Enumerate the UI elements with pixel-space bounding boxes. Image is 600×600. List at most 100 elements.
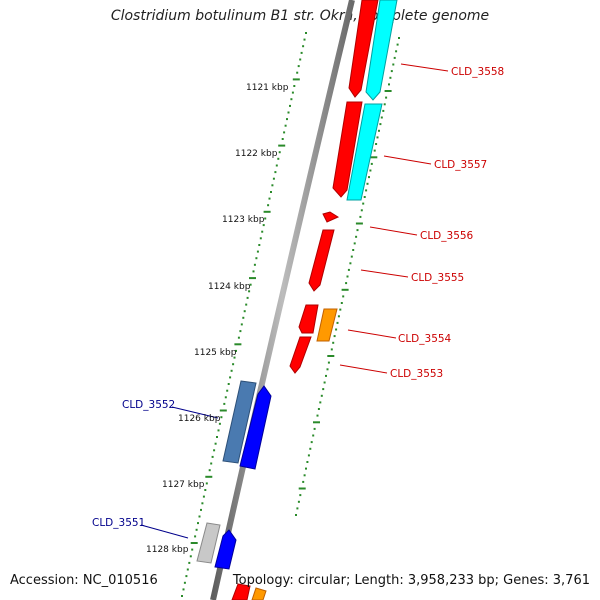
- gene-track: [196, 0, 398, 600]
- scale-tick-outer: [370, 162, 373, 165]
- gene-cld-3556[interactable]: [322, 211, 340, 223]
- scale-tick-outer: [369, 169, 372, 172]
- scale-tick-inner: [262, 224, 265, 227]
- scale-tick-outer: [333, 335, 336, 338]
- scale-tick-inner: [243, 310, 246, 313]
- scale-tick-inner: [200, 508, 202, 511]
- scale-tick-outer: [356, 229, 359, 232]
- scale-tick-inner: [208, 469, 211, 472]
- scale-tick-outer: [398, 37, 400, 39]
- kbp-labels: 1121 kbp 1122 kbp 1123 kbp 1124 kbp 1125…: [146, 83, 289, 555]
- scale-tick-outer: [336, 321, 339, 324]
- scale-tick-inner: [185, 575, 188, 578]
- gene-cld-3552-a[interactable]: [222, 380, 257, 464]
- scale-tick-outer: [380, 116, 383, 119]
- scale-tick-inner: [189, 555, 192, 558]
- scale-tick-outer: [395, 50, 398, 53]
- scale-tick-inner: [239, 330, 242, 333]
- gene-cld-3555[interactable]: [308, 229, 335, 292]
- gene-cld-3557-b[interactable]: [346, 103, 383, 201]
- scale-tick-inner: [278, 144, 286, 147]
- scale-tick-outer: [296, 507, 299, 510]
- scale-tick-inner: [181, 595, 183, 597]
- scale-tick-outer: [370, 156, 378, 159]
- scale-tick-inner: [216, 436, 218, 438]
- kbp-label-1128: 1128 kbp: [146, 545, 189, 555]
- scale-tick-outer: [313, 427, 316, 430]
- gene-cld-3554-a[interactable]: [298, 304, 319, 334]
- gene-cld-3553[interactable]: [289, 336, 312, 374]
- scale-tick-inner: [214, 442, 217, 445]
- scale-tick-outer: [295, 514, 297, 516]
- scale-tick-outer: [316, 414, 319, 417]
- kbp-label-1121: 1121 kbp: [246, 83, 289, 93]
- scale-tick-inner: [248, 290, 251, 293]
- scale-tick-outer: [326, 368, 329, 371]
- gene-cld-3552-b[interactable]: [239, 385, 272, 470]
- scale-tick-inner: [256, 250, 259, 253]
- scale-tick-outer: [378, 129, 380, 132]
- scale-tick-outer: [341, 288, 349, 291]
- scale-tick-inner: [232, 363, 235, 366]
- scale-tick-inner: [219, 409, 227, 412]
- scale-tick-inner: [233, 356, 236, 359]
- gene-cld-3551-b[interactable]: [214, 529, 237, 570]
- scale-tick-inner: [278, 151, 281, 154]
- scale-tick-outer: [396, 43, 399, 46]
- gene-cld-3551-a[interactable]: [196, 522, 221, 564]
- gene-cld-3558-a[interactable]: [348, 0, 379, 98]
- gene-label-cld-3555[interactable]: CLD_3555: [411, 272, 464, 284]
- gene-label-cld-3551[interactable]: CLD_3551: [92, 517, 145, 529]
- gene-labels: CLD_3558 CLD_3557 CLD_3556 CLD_3555 CLD_…: [92, 66, 504, 529]
- scale-tick-outer: [322, 388, 325, 391]
- scale-tick-outer: [339, 308, 342, 311]
- scale-tick-inner: [249, 277, 256, 280]
- scale-tick-outer: [349, 262, 352, 265]
- scale-tick-inner: [197, 522, 199, 525]
- kbp-label-1125: 1125 kbp: [194, 348, 237, 358]
- scale-tick-inner: [210, 462, 213, 465]
- kbp-label-1123: 1123 kbp: [222, 215, 265, 225]
- scale-tick-inner: [227, 383, 230, 385]
- scale-tick-outer: [379, 123, 382, 126]
- scale-tick-outer: [309, 447, 312, 450]
- label-leaders: [140, 63, 449, 539]
- gene-cld-3554-b[interactable]: [316, 308, 338, 342]
- gene-label-cld-3558[interactable]: CLD_3558: [451, 66, 504, 78]
- scale-tick-outer: [332, 341, 335, 344]
- scale-tick-inner: [246, 296, 249, 299]
- scale-tick-inner: [226, 389, 229, 392]
- scale-tick-inner: [253, 263, 256, 266]
- scale-tick-inner: [302, 45, 305, 48]
- gene-cld-3557-a[interactable]: [332, 101, 363, 198]
- gene-label-cld-3556[interactable]: CLD_3556: [420, 230, 474, 242]
- scale-tick-inner: [237, 336, 240, 339]
- gene-label-cld-3553[interactable]: CLD_3553: [390, 368, 443, 380]
- gene-label-cld-3552[interactable]: CLD_3552: [122, 399, 175, 411]
- scale-tick-inner: [229, 376, 232, 379]
- scale-tick-outer: [319, 401, 322, 404]
- scale-tick-inner: [183, 581, 186, 584]
- scale-tick-inner: [268, 197, 271, 200]
- scale-tick-inner: [186, 568, 189, 571]
- scale-tick-inner: [191, 548, 194, 551]
- scale-tick-inner: [234, 343, 242, 346]
- scale-tick-outer: [385, 96, 388, 99]
- gene-partial-orange[interactable]: [251, 587, 267, 600]
- scale-tick-outer: [302, 480, 305, 483]
- scale-tick-inner: [300, 51, 303, 54]
- gene-label-cld-3557[interactable]: CLD_3557: [434, 159, 487, 171]
- scale-tick-inner: [291, 91, 294, 94]
- gene-label-cld-3554[interactable]: CLD_3554: [398, 333, 452, 345]
- scale-tick-inner: [267, 204, 270, 207]
- scale-tick-outer: [353, 242, 356, 245]
- gene-cld-3558-b[interactable]: [365, 0, 398, 101]
- scale-tick-outer: [346, 275, 349, 278]
- gene-partial-red[interactable]: [231, 583, 251, 600]
- scale-tick-inner: [289, 104, 291, 107]
- scale-tick-outer: [335, 328, 338, 331]
- scale-tick-outer: [352, 249, 355, 251]
- scale-tick-inner: [213, 449, 216, 452]
- scale-tick-inner: [204, 489, 207, 491]
